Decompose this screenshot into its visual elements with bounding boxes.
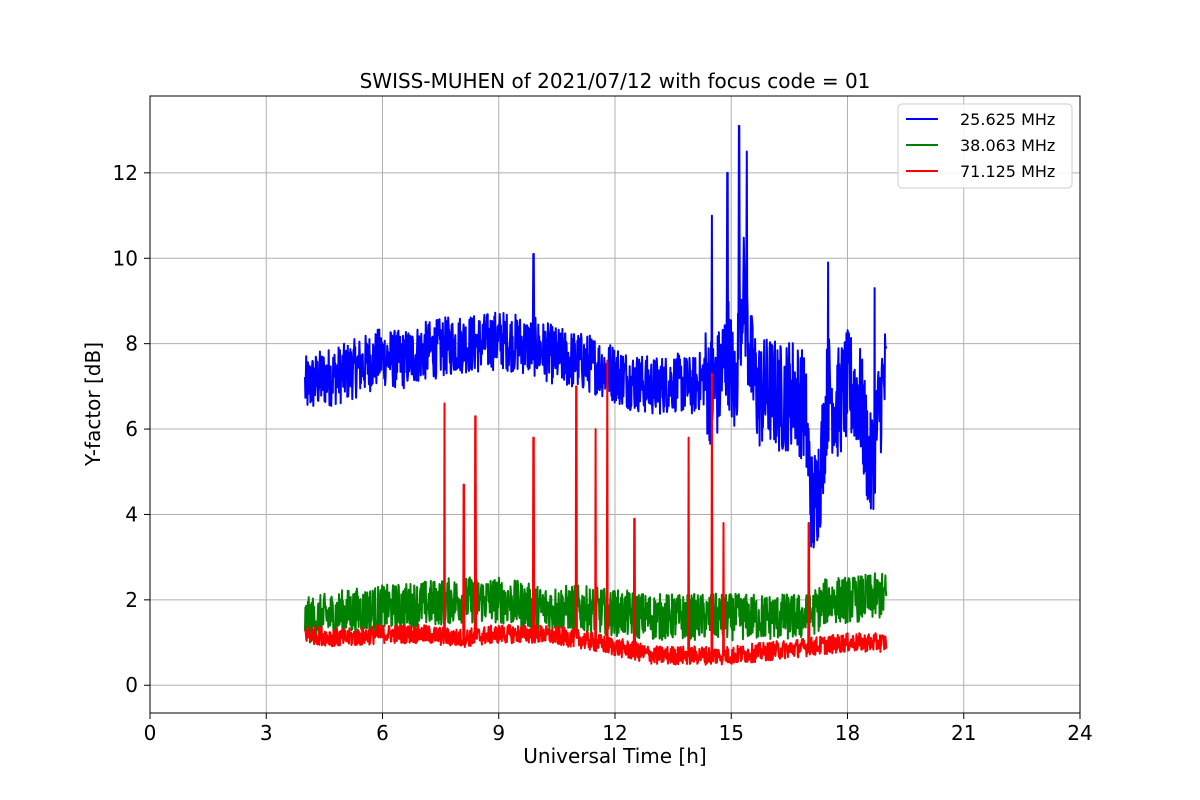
x-tick-label: 9 bbox=[492, 721, 505, 745]
legend-label: 25.625 MHz bbox=[960, 110, 1055, 129]
x-tick-label: 6 bbox=[376, 721, 389, 745]
legend-label: 71.125 MHz bbox=[960, 162, 1055, 181]
x-axis-label: Universal Time [h] bbox=[523, 744, 706, 768]
y-tick-label: 4 bbox=[125, 502, 138, 526]
y-tick-label: 6 bbox=[125, 417, 138, 441]
y-axis-label: Y-factor [dB] bbox=[81, 342, 105, 467]
x-tick-label: 21 bbox=[951, 721, 976, 745]
series-line-3 bbox=[304, 359, 888, 666]
legend-label: 38.063 MHz bbox=[960, 136, 1055, 155]
x-tick-label: 18 bbox=[835, 721, 860, 745]
legend-box bbox=[897, 103, 1073, 189]
series-lines bbox=[304, 124, 888, 666]
x-tick-label: 15 bbox=[719, 721, 744, 745]
x-tick-label: 12 bbox=[602, 721, 627, 745]
x-tick-label: 3 bbox=[260, 721, 273, 745]
y-tick-label: 8 bbox=[125, 332, 138, 356]
legend: 25.625 MHz 38.063 MHz 71.125 MHz bbox=[897, 103, 1073, 189]
y-tick-label: 10 bbox=[113, 246, 138, 270]
x-tick-label: 0 bbox=[144, 721, 157, 745]
series-line-1 bbox=[304, 124, 888, 549]
x-tick-label: 24 bbox=[1067, 721, 1092, 745]
chart-title: SWISS-MUHEN of 2021/07/12 with focus cod… bbox=[360, 69, 871, 93]
y-tick-label: 2 bbox=[125, 588, 138, 612]
y-tick-label: 12 bbox=[113, 161, 138, 185]
y-tick-label: 0 bbox=[125, 673, 138, 697]
